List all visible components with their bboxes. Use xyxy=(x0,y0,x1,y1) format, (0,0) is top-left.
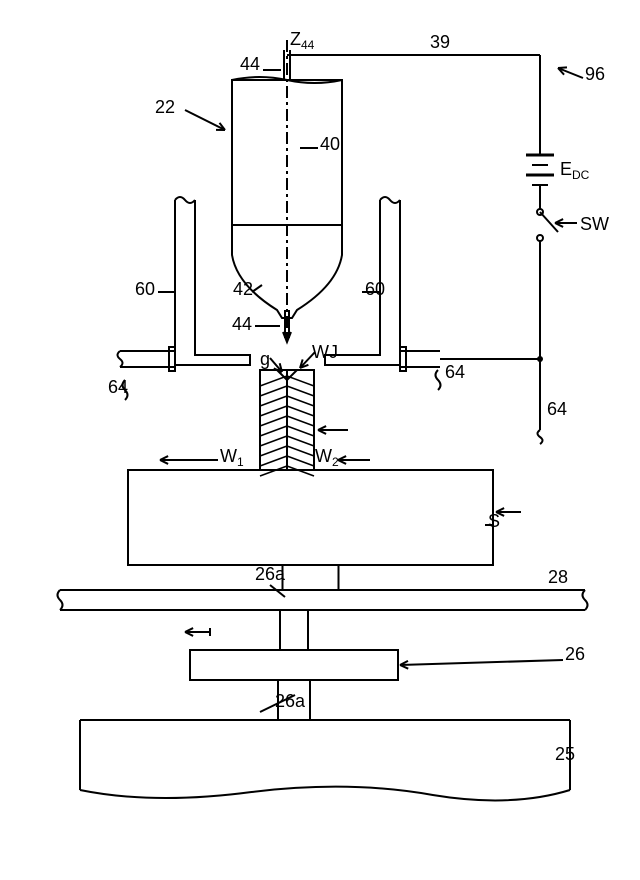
label-n64l: 64 xyxy=(108,377,128,397)
label-edc: EDC xyxy=(560,159,590,182)
label-s: S xyxy=(488,511,500,531)
label-n42: 42 xyxy=(233,279,253,299)
label-wj: WJ xyxy=(312,342,338,362)
label-w1: W1 xyxy=(220,446,244,469)
label-n26: 26 xyxy=(565,644,585,664)
label-n64far: 64 xyxy=(547,399,567,419)
label-w2: W2 xyxy=(315,446,339,469)
label-n39: 39 xyxy=(430,32,450,52)
label-n25: 25 xyxy=(555,744,575,764)
label-n22: 22 xyxy=(155,97,175,117)
label-n44b: 44 xyxy=(232,314,252,334)
label-n60r: 60 xyxy=(365,279,385,299)
label-n60l: 60 xyxy=(135,279,155,299)
label-n26a2: 26a xyxy=(275,691,306,711)
label-n40: 40 xyxy=(320,134,340,154)
label-n96: 96 xyxy=(585,64,605,84)
label-g: g xyxy=(260,349,270,369)
label-sw: SW xyxy=(580,214,609,234)
label-n26a: 26a xyxy=(255,564,286,584)
label-n44top: 44 xyxy=(240,54,260,74)
label-n64r: 64 xyxy=(445,362,465,382)
label-n28: 28 xyxy=(548,567,568,587)
label-z44: Z44 xyxy=(290,29,315,52)
